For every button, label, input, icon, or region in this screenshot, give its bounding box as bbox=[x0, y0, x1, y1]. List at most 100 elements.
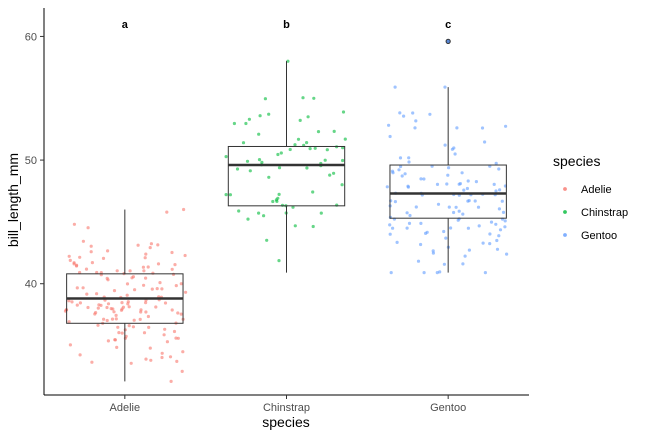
jitter-point bbox=[495, 238, 499, 243]
jitter-point bbox=[277, 166, 282, 170]
jitter-point bbox=[311, 224, 315, 229]
jitter-point bbox=[72, 222, 76, 226]
jitter-point bbox=[120, 331, 124, 335]
jitter-point bbox=[405, 211, 409, 215]
jitter-point bbox=[232, 121, 236, 126]
jitter-point bbox=[94, 311, 98, 315]
jitter-point bbox=[328, 173, 332, 177]
jitter-point bbox=[466, 199, 470, 203]
jitter-point bbox=[477, 224, 481, 228]
jitter-point bbox=[78, 255, 82, 259]
jitter-point bbox=[68, 258, 72, 262]
y-tick-label: 40 bbox=[25, 279, 37, 291]
jitter-point bbox=[419, 221, 423, 225]
jitter-point bbox=[400, 174, 404, 178]
jitter-point bbox=[385, 185, 389, 189]
jitter-point bbox=[473, 199, 477, 203]
jitter-point bbox=[125, 293, 129, 297]
jitter-point bbox=[503, 219, 507, 223]
x-tick-label: Adelie bbox=[110, 402, 141, 414]
legend-key bbox=[563, 187, 567, 191]
jitter-point bbox=[78, 353, 82, 357]
jitter-point bbox=[127, 305, 131, 309]
jitter-point bbox=[398, 156, 403, 160]
jitter-point bbox=[174, 284, 178, 288]
boxes-layer: a b c bbox=[66, 19, 507, 382]
jitter-point bbox=[224, 193, 228, 197]
jitter-point bbox=[293, 143, 297, 147]
jitter-point bbox=[247, 117, 251, 121]
jitter-point bbox=[162, 333, 166, 337]
jitter-point bbox=[257, 211, 261, 215]
jitter-point bbox=[387, 123, 391, 127]
jitter-point bbox=[156, 262, 161, 266]
jitter-point bbox=[142, 269, 146, 273]
jitter-point bbox=[146, 265, 150, 269]
jitter-point bbox=[148, 346, 152, 350]
jitter-point bbox=[405, 226, 409, 230]
significance-letter: b bbox=[283, 19, 290, 31]
jitter-point bbox=[174, 336, 178, 340]
jitter-point bbox=[332, 171, 336, 175]
jitter-point bbox=[341, 158, 345, 163]
jitter-point bbox=[455, 126, 459, 130]
outlier-overlay bbox=[446, 39, 450, 43]
jitter-point bbox=[483, 271, 487, 275]
jitter-point bbox=[388, 134, 392, 139]
jitter-point bbox=[312, 96, 316, 100]
jitter-point bbox=[492, 182, 496, 186]
jitter-point bbox=[500, 199, 504, 203]
jitter-point bbox=[399, 164, 403, 169]
jitter-point bbox=[106, 339, 110, 343]
legend-title: species bbox=[553, 153, 600, 169]
jitter-point bbox=[237, 209, 241, 213]
jitter-point bbox=[461, 212, 465, 216]
jitter-point bbox=[165, 210, 169, 214]
legend-label: Adelie bbox=[581, 184, 612, 196]
jitter-point bbox=[288, 147, 292, 152]
jitter-point bbox=[67, 254, 71, 258]
jitter-point bbox=[169, 379, 173, 383]
jitter-point bbox=[89, 250, 93, 254]
jitter-point bbox=[67, 299, 71, 303]
jitter-point bbox=[422, 271, 426, 275]
jitter-point bbox=[279, 151, 283, 155]
jitter-point bbox=[67, 320, 71, 324]
jitter-point bbox=[244, 121, 248, 126]
jitter-point bbox=[112, 310, 116, 314]
jitter-point bbox=[463, 254, 467, 258]
jitter-point bbox=[130, 276, 134, 280]
jitter-point bbox=[442, 229, 446, 234]
jitter-point bbox=[416, 259, 421, 263]
jitter-point bbox=[505, 252, 509, 256]
jitter-point bbox=[81, 286, 85, 290]
jitter-point bbox=[90, 360, 94, 364]
jitter-point bbox=[81, 239, 85, 243]
jitter-point bbox=[397, 168, 401, 172]
jitter-point bbox=[305, 141, 309, 145]
jitter-point bbox=[171, 272, 176, 276]
jitter-point bbox=[155, 287, 159, 291]
jitter-point bbox=[132, 318, 136, 322]
x-tick-label: Gentoo bbox=[430, 402, 466, 414]
x-tick-label: Chinstrap bbox=[263, 402, 310, 414]
jitter-point bbox=[160, 355, 164, 360]
jitter-point bbox=[102, 317, 106, 321]
jitter-point bbox=[96, 306, 100, 310]
box-chinstrap: b bbox=[227, 19, 346, 273]
jitter-point bbox=[276, 196, 280, 200]
box-iqr bbox=[227, 145, 346, 207]
jitter-point bbox=[146, 314, 150, 319]
jitter-point bbox=[144, 301, 148, 305]
jitter-point bbox=[501, 210, 506, 214]
jitter-point bbox=[144, 310, 148, 314]
jitter-point bbox=[388, 232, 392, 236]
jitter-point bbox=[267, 112, 271, 116]
jitter-point bbox=[291, 205, 295, 209]
jitter-point bbox=[457, 217, 461, 221]
jitter-point bbox=[489, 220, 494, 224]
jitter-point bbox=[141, 265, 145, 269]
jitter-point bbox=[86, 305, 90, 310]
jitter-point bbox=[435, 182, 440, 186]
jitter-point bbox=[319, 211, 323, 215]
